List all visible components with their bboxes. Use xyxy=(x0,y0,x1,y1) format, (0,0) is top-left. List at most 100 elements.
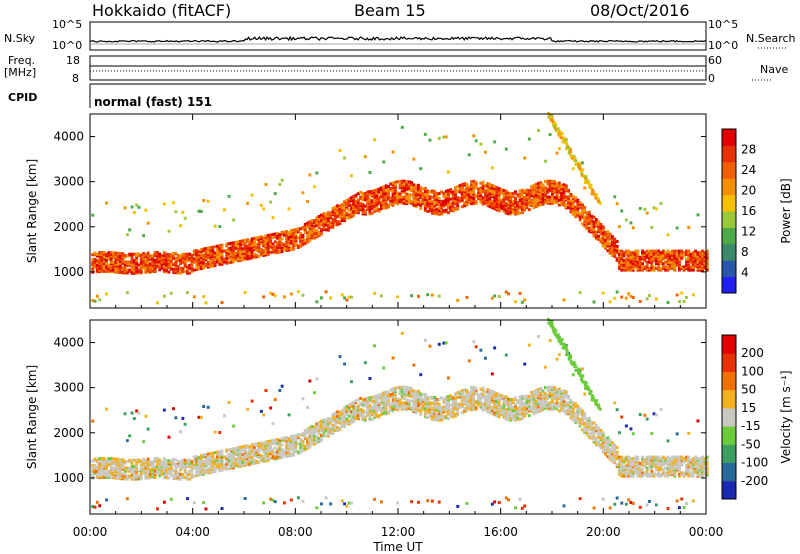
power-cell xyxy=(518,205,522,209)
power-cell xyxy=(391,150,395,154)
power-cell xyxy=(583,224,587,228)
power-cell xyxy=(229,256,233,259)
velocity-cell xyxy=(227,457,231,461)
power-cell xyxy=(102,269,106,273)
power-cell xyxy=(206,254,210,258)
power-cell xyxy=(225,256,229,260)
velocity-cell xyxy=(514,396,517,400)
power-cell xyxy=(322,221,326,225)
velocity-cell xyxy=(197,470,201,474)
power-cell xyxy=(162,202,166,206)
velocity-cell xyxy=(387,402,390,405)
velocity-cell xyxy=(225,459,229,463)
power-cell xyxy=(472,201,476,205)
power-cell xyxy=(604,235,607,239)
velocity-cell xyxy=(373,411,376,414)
velocity-cell xyxy=(493,392,497,396)
velocity-cell xyxy=(370,405,374,409)
velocity-cell xyxy=(398,392,402,396)
power-cell xyxy=(306,221,309,225)
power-cell xyxy=(520,196,524,200)
velocity-cell xyxy=(317,430,321,434)
power-cell xyxy=(608,245,612,249)
velocity-cell xyxy=(544,397,547,401)
velocity-cell xyxy=(456,402,460,406)
velocity-cell xyxy=(276,457,279,460)
power-cell xyxy=(484,193,487,197)
velocity-cell xyxy=(509,418,513,422)
power-cell xyxy=(192,295,196,299)
power-cell xyxy=(532,194,536,198)
power-cell xyxy=(654,267,658,270)
power-cell xyxy=(363,198,367,202)
power-cell xyxy=(292,247,296,251)
power-cell xyxy=(525,204,529,208)
velocity-cell xyxy=(525,408,529,412)
power-cell xyxy=(326,220,330,224)
velocity-cell xyxy=(109,471,113,475)
velocity-cell xyxy=(354,405,358,409)
power-cell xyxy=(345,216,349,220)
power-cell xyxy=(363,211,367,214)
velocity-cell xyxy=(500,411,504,415)
velocity-cell xyxy=(306,440,309,444)
power-cell xyxy=(181,254,185,258)
power-cell xyxy=(213,261,217,264)
velocity-cell xyxy=(271,451,275,455)
velocity-cell xyxy=(285,440,289,444)
power-cell xyxy=(387,205,390,209)
velocity-cell xyxy=(340,413,344,417)
velocity-cell xyxy=(324,418,328,422)
power-cell xyxy=(149,268,152,272)
velocity-cell xyxy=(525,407,529,411)
velocity-cell xyxy=(169,473,173,477)
velocity-cell xyxy=(336,415,339,418)
power-cell xyxy=(232,260,236,264)
power-cell xyxy=(504,210,508,214)
power-cell xyxy=(322,223,326,227)
power-cell xyxy=(451,192,455,195)
power-cell xyxy=(705,257,709,261)
power-cell xyxy=(169,264,173,268)
velocity-cell xyxy=(114,463,118,467)
velocity-cell xyxy=(520,402,524,406)
velocity-cell xyxy=(199,468,203,472)
velocity-cell xyxy=(442,415,446,419)
power-cell xyxy=(220,246,224,250)
power-cell xyxy=(465,194,469,197)
power-cell xyxy=(500,203,504,207)
power-cell xyxy=(620,295,624,299)
power-cell xyxy=(391,186,395,190)
power-cell xyxy=(613,240,617,244)
power-cell xyxy=(206,264,210,267)
power-cell xyxy=(555,190,559,194)
power-cell xyxy=(375,197,379,201)
velocity-cell xyxy=(253,460,256,464)
velocity-cell xyxy=(412,389,416,393)
power-cell xyxy=(107,251,111,255)
power-cell xyxy=(454,191,457,194)
velocity-cell xyxy=(539,406,543,410)
velocity-cell xyxy=(243,457,247,461)
power-cell xyxy=(544,195,547,199)
power-cell xyxy=(490,206,494,210)
power-cell xyxy=(490,187,494,191)
velocity-cell xyxy=(119,472,122,476)
power-cell xyxy=(253,246,256,250)
velocity-cell xyxy=(414,410,418,414)
power-cell xyxy=(292,242,296,246)
power-cell xyxy=(116,261,120,265)
velocity-cell xyxy=(246,407,249,411)
power-cell xyxy=(181,266,185,270)
velocity-cell xyxy=(507,415,510,419)
power-cell xyxy=(666,265,670,269)
power-cell xyxy=(363,192,367,196)
power-cell xyxy=(645,252,649,256)
velocity-cell xyxy=(333,421,337,425)
power-cell xyxy=(209,249,212,253)
power-cell xyxy=(514,203,517,206)
velocity-cell xyxy=(474,345,478,349)
power-cell xyxy=(437,196,441,200)
power-cell xyxy=(276,251,279,254)
velocity-cell xyxy=(493,406,497,410)
